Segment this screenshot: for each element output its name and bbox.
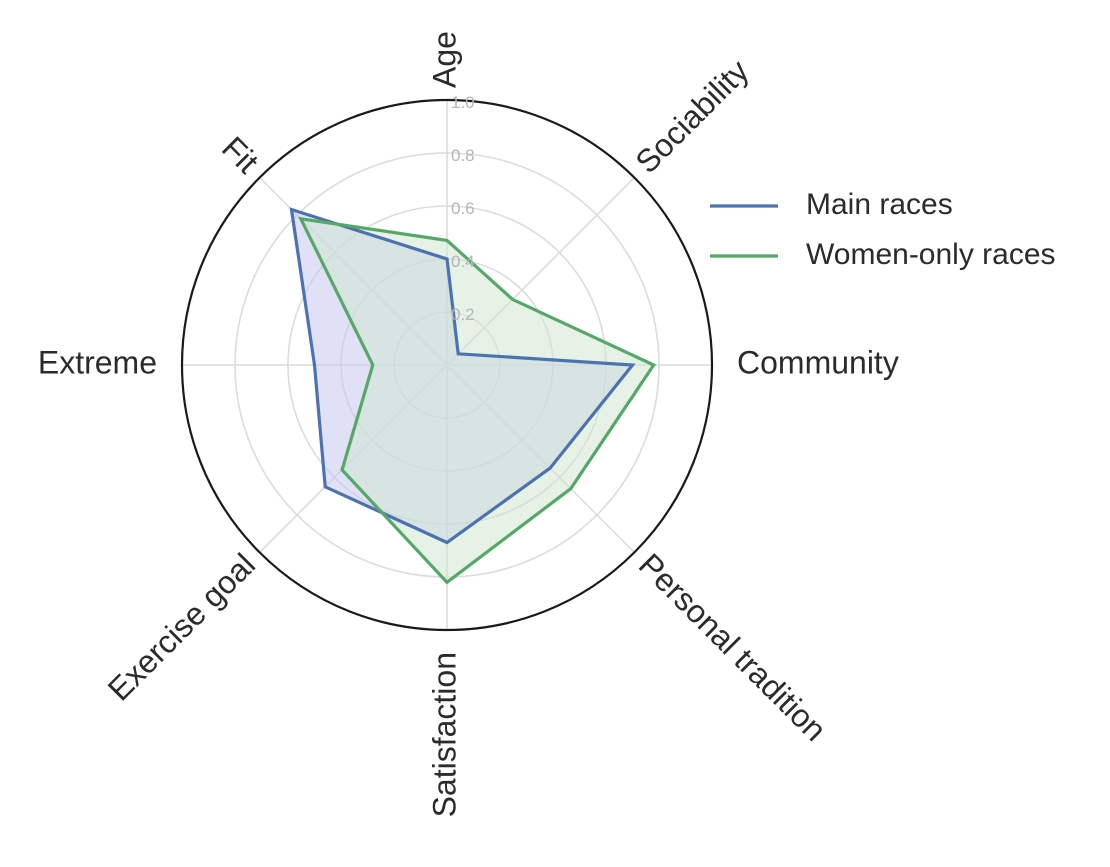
r-tick-label: 0.6 xyxy=(451,199,475,218)
r-tick-label: 0.4 xyxy=(451,252,475,271)
outer-frame-circle xyxy=(180,98,714,632)
r-tick-label: 0.8 xyxy=(451,146,475,165)
axis-label-satisfaction: Satisfaction xyxy=(426,652,462,817)
axis-label-exercise-goal: Exercise goal xyxy=(101,546,262,707)
legend-label-main-races: Main races xyxy=(806,188,953,221)
axis-label-age: Age xyxy=(426,31,462,88)
axis-label-community: Community xyxy=(737,344,899,380)
legend: Main races Women-only races xyxy=(710,188,1056,271)
axis-label-extreme: Extreme xyxy=(38,344,157,380)
axis-label-personal-tradition: Personal tradition xyxy=(632,546,834,748)
series-line-main-races xyxy=(289,207,636,545)
r-tick-label: 0.2 xyxy=(451,305,475,324)
axis-label-fit: Fit xyxy=(215,129,266,180)
legend-label-women-only-races: Women-only races xyxy=(806,238,1056,271)
radar-series xyxy=(289,207,657,585)
r-tick-label: 1.0 xyxy=(451,93,475,112)
series-line-women-only-races xyxy=(298,216,657,585)
radial-tick-labels: 0.2 0.4 0.6 0.8 1.0 xyxy=(451,93,475,324)
axis-label-sociability: Sociability xyxy=(628,53,755,180)
